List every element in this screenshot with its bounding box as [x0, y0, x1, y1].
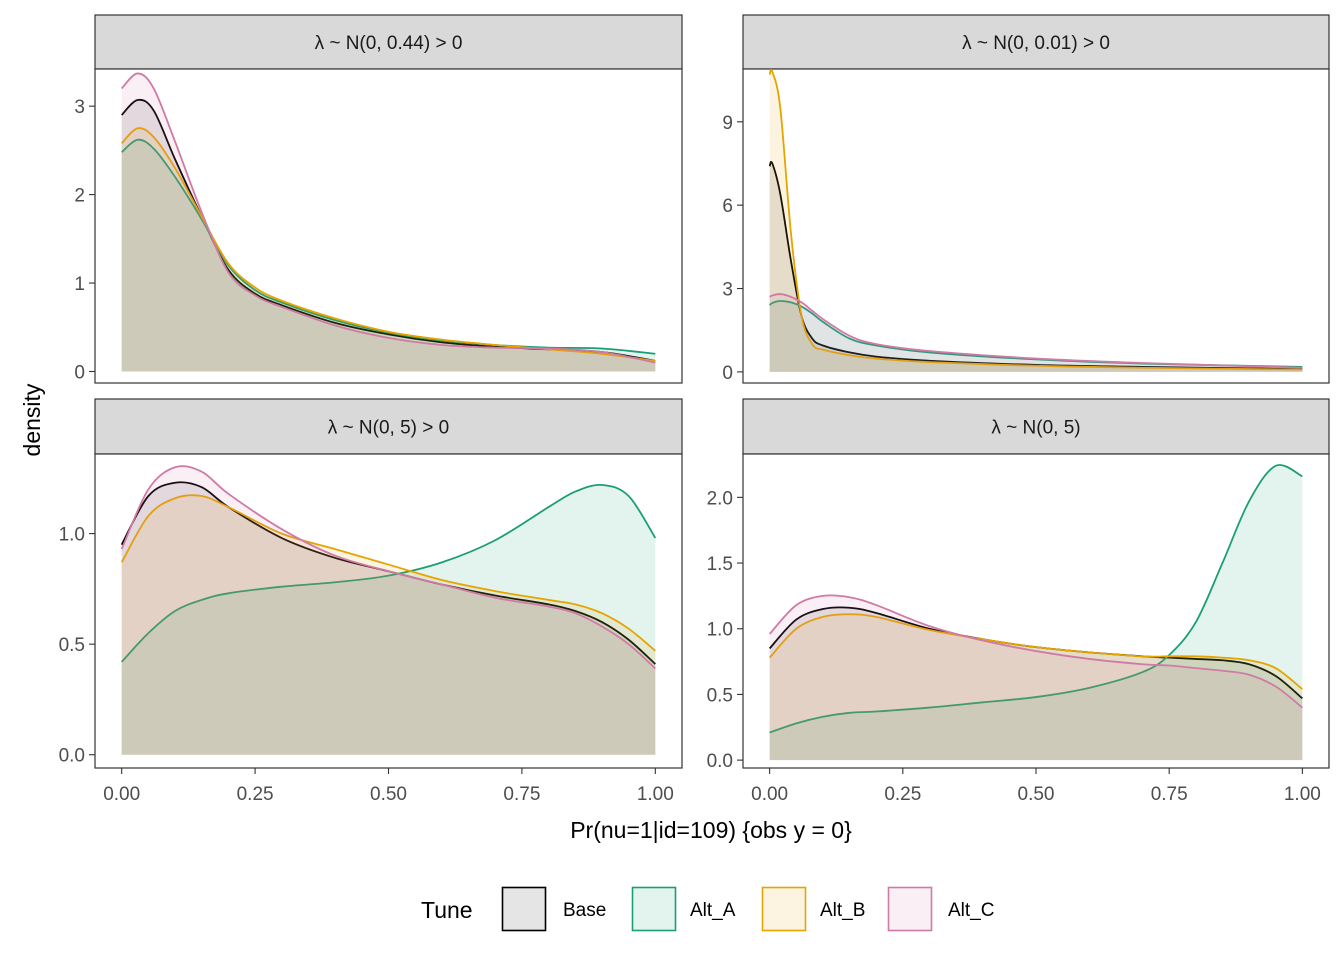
density-area-alt-a [769, 464, 1303, 761]
density-area-alt-c [121, 466, 656, 755]
x-tick-label: 0.25 [884, 784, 921, 805]
density-line-alt-a [121, 138, 656, 355]
y-tick-label: 1 [74, 274, 85, 295]
density-line-alt-b [768, 613, 1303, 690]
y-tick-label: 1.0 [707, 620, 733, 641]
legend-entry-alt-a: Alt_A [631, 886, 736, 932]
y-tick-label: 2 [74, 186, 85, 207]
density-line-alt-c [768, 594, 1303, 709]
y-tick-label: 9 [722, 113, 733, 134]
density-area-alt-c [121, 73, 656, 372]
y-tick-label: 0 [722, 363, 733, 384]
x-tick-label: 0.00 [751, 784, 788, 805]
x-tick-label: 0.75 [1151, 784, 1188, 805]
x-tick-label: 1.00 [637, 784, 674, 805]
legend: Tune Base Alt_A Alt_B Alt_C [421, 886, 994, 932]
x-tick-label: 0.75 [503, 784, 540, 805]
panel-1: λ ~ N(0, 0.44) > 0 0 1 2 3 [74, 14, 683, 384]
legend-entry-alt-c: Alt_C [887, 886, 994, 932]
density-area-alt-b [769, 614, 1303, 761]
density-area-alt-a [769, 301, 1303, 372]
panel-3: λ ~ N(0, 5) > 0 0.0 0.5 1.0 0.00 0.25 0.50 0.75… [59, 398, 683, 805]
density-area-base [769, 161, 1303, 372]
panel-background [94, 68, 683, 384]
density-line-alt-c [120, 465, 656, 670]
density-line-alt-c [121, 72, 656, 364]
legend-key-alt-c [887, 886, 933, 932]
legend-label-alt-b: Alt_B [820, 900, 865, 921]
density-area-base [121, 99, 656, 372]
panel-strip [742, 14, 1330, 70]
density-line-alt-a [769, 464, 1303, 734]
legend-title: Tune [421, 897, 473, 923]
y-tick-label: 3 [722, 280, 733, 301]
legend-label-alt-a: Alt_A [690, 900, 736, 921]
panel-strip [94, 14, 683, 70]
density-line-alt-b [120, 494, 656, 652]
density-line-alt-c [769, 293, 1303, 369]
x-tick-label: 0.50 [370, 784, 407, 805]
panel-4: λ ~ N(0, 5) 0.0 0.5 1.0 1.5 2.0 0.00 0.25 0.50 0.… [707, 398, 1330, 805]
y-tick-label: 1.5 [707, 554, 733, 575]
legend-key-alt-b [761, 886, 807, 932]
panel-strip [742, 398, 1330, 455]
panel-strip [94, 398, 683, 455]
x-tick-label: 1.00 [1284, 784, 1321, 805]
y-axis-title: density [19, 383, 45, 456]
density-area-alt-b [121, 128, 656, 372]
panel-2: λ ~ N(0, 0.01) > 0 0 3 6 9 [722, 14, 1330, 384]
density-area-base [769, 607, 1303, 761]
x-tick-label: 0.25 [237, 784, 274, 805]
panel-strip-label: λ ~ N(0, 0.44) > 0 [315, 33, 463, 54]
legend-entry-base: Base [501, 886, 606, 932]
legend-key-base [501, 886, 547, 932]
y-tick-label: 0.5 [59, 635, 85, 656]
y-tick-label: 3 [74, 97, 85, 118]
density-area-alt-c [769, 595, 1303, 761]
density-area-alt-a [121, 484, 656, 755]
panel-background [94, 453, 683, 769]
legend-key-alt-a [631, 886, 677, 932]
y-tick-label: 0.0 [707, 751, 733, 772]
density-line-alt-b [768, 68, 1303, 371]
y-tick-label: 0.0 [59, 746, 85, 767]
y-tick-label: 6 [722, 196, 733, 217]
density-area-alt-b [121, 495, 656, 755]
panel-strip-label: λ ~ N(0, 0.01) > 0 [962, 33, 1110, 54]
y-tick-label: 0 [74, 363, 85, 384]
legend-entry-alt-b: Alt_B [761, 886, 865, 932]
density-area-alt-c [769, 294, 1303, 372]
density-line-alt-a [121, 483, 657, 663]
density-area-alt-a [121, 139, 656, 372]
legend-label-base: Base [563, 900, 606, 921]
panel-strip-label: λ ~ N(0, 5) [991, 418, 1080, 439]
density-area-base [121, 482, 656, 755]
x-tick-label: 0.50 [1018, 784, 1055, 805]
panel-strip-label: λ ~ N(0, 5) > 0 [328, 418, 449, 439]
x-axis-title: Pr(nu=1|id=109) {obs y = 0} [570, 817, 852, 843]
x-tick-label: 0.00 [103, 784, 140, 805]
legend-label-alt-c: Alt_C [948, 900, 994, 921]
y-tick-label: 0.5 [707, 685, 733, 706]
y-tick-label: 2.0 [707, 488, 733, 509]
y-tick-label: 1.0 [59, 525, 85, 546]
